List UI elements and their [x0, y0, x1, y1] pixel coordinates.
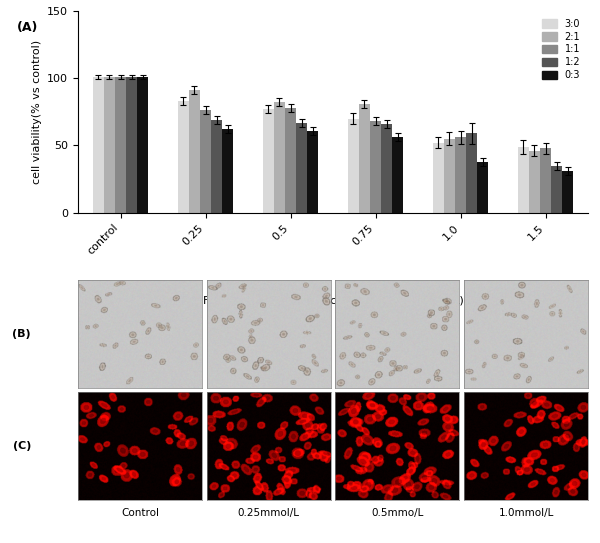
Bar [200, 110, 211, 213]
Bar [222, 129, 233, 213]
Text: (A): (A) [17, 21, 38, 34]
Bar [274, 103, 285, 213]
Bar [455, 137, 466, 213]
Bar [381, 124, 392, 213]
Legend: 3:0, 2:1, 1:1, 1:2, 0:3: 3:0, 2:1, 1:1, 1:2, 0:3 [539, 16, 583, 83]
Bar [518, 147, 529, 213]
Y-axis label: cell viability(% vs control): cell viability(% vs control) [32, 40, 42, 184]
Bar [263, 109, 274, 213]
Bar [444, 138, 455, 213]
Bar [285, 108, 296, 213]
Bar [126, 77, 137, 213]
Bar [115, 77, 126, 213]
Text: 0.5mmo/L: 0.5mmo/L [371, 508, 424, 518]
Bar [211, 120, 222, 213]
Bar [477, 162, 488, 213]
Bar [348, 118, 359, 213]
Bar [359, 104, 370, 213]
Bar [296, 123, 307, 213]
Bar [370, 121, 381, 213]
Bar [562, 171, 573, 213]
Text: (C): (C) [13, 441, 31, 451]
Bar [137, 77, 148, 213]
Bar [529, 151, 540, 213]
Text: Control: Control [121, 508, 159, 518]
Bar [307, 131, 318, 213]
Text: 0.25mmol/L: 0.25mmol/L [238, 508, 299, 518]
Bar [433, 143, 444, 213]
Bar [93, 77, 104, 213]
Text: (B): (B) [13, 329, 31, 339]
Bar [392, 137, 403, 213]
Bar [189, 90, 200, 213]
Bar [551, 166, 562, 213]
Text: 1.0mmol/L: 1.0mmol/L [499, 508, 554, 518]
Bar [178, 101, 189, 213]
Bar [466, 134, 477, 213]
X-axis label: FFA (oleate/palmitate) concentrations(mmol/L): FFA (oleate/palmitate) concentrations(mm… [203, 296, 463, 306]
Bar [104, 77, 115, 213]
Bar [540, 148, 551, 213]
